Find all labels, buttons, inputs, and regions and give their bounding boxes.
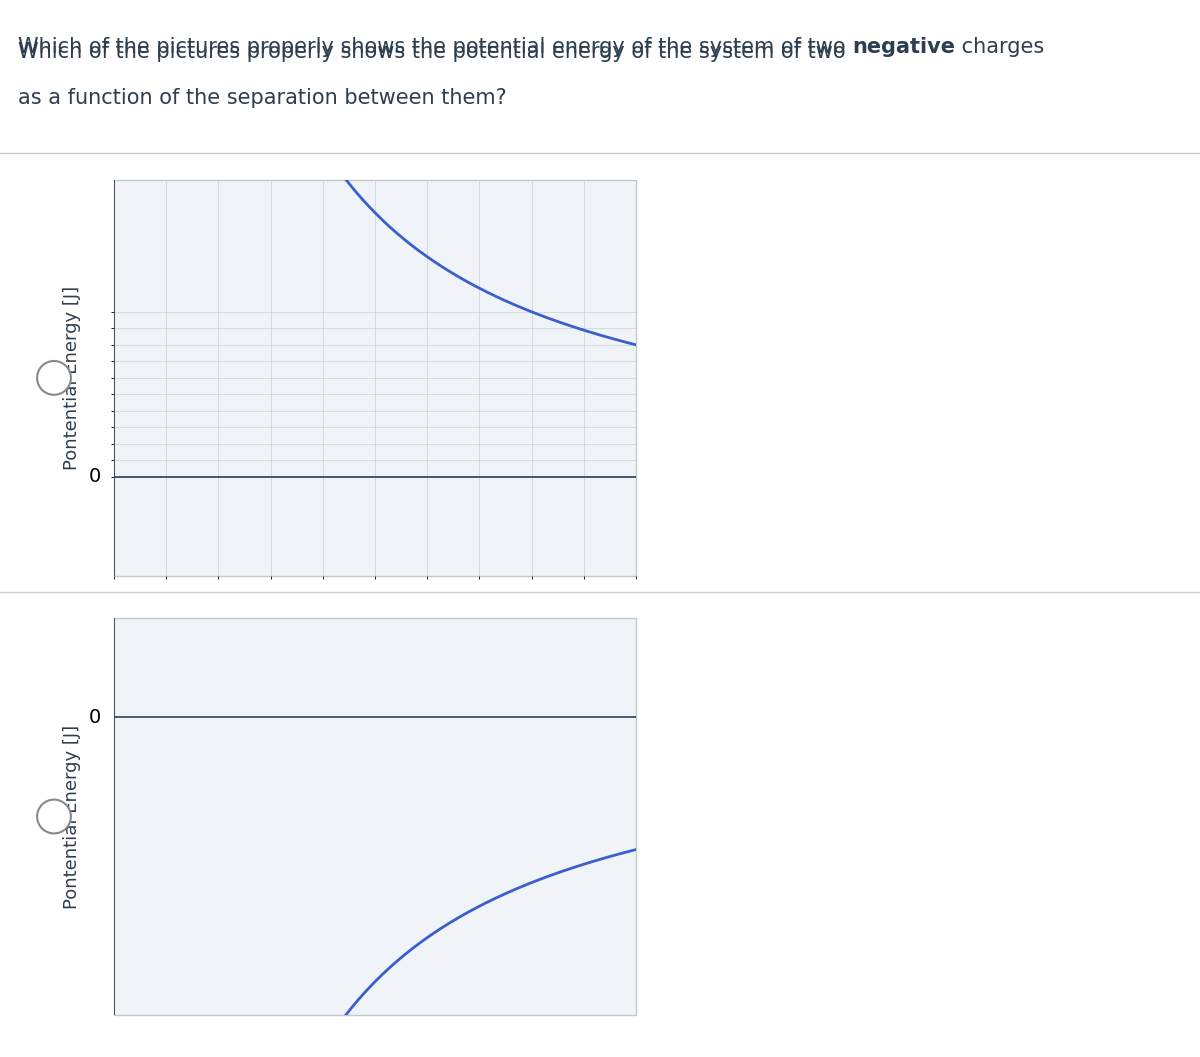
Circle shape <box>37 799 71 833</box>
Bar <box>114 180 636 576</box>
Circle shape <box>37 360 71 394</box>
Bar <box>114 618 636 1015</box>
Text: as a function of the separation between them?: as a function of the separation between … <box>18 88 506 108</box>
Text: Charge separation [m]: Charge separation [m] <box>274 624 476 642</box>
Text: Which of the pictures properly shows the potential energy of the system of two: Which of the pictures properly shows the… <box>18 42 852 62</box>
Text: negative: negative <box>852 37 955 57</box>
Text: charges: charges <box>955 37 1044 57</box>
Text: Pontential Energy [J]: Pontential Energy [J] <box>64 724 82 909</box>
Text: Pontential Energy [J]: Pontential Energy [J] <box>64 285 82 470</box>
Text: Which of the pictures properly shows the potential energy of the system of two: Which of the pictures properly shows the… <box>18 42 852 62</box>
Text: 0: 0 <box>89 708 101 727</box>
Text: 0: 0 <box>89 467 101 486</box>
Text: Which of the pictures properly shows the potential energy of the system of two: Which of the pictures properly shows the… <box>18 37 852 57</box>
